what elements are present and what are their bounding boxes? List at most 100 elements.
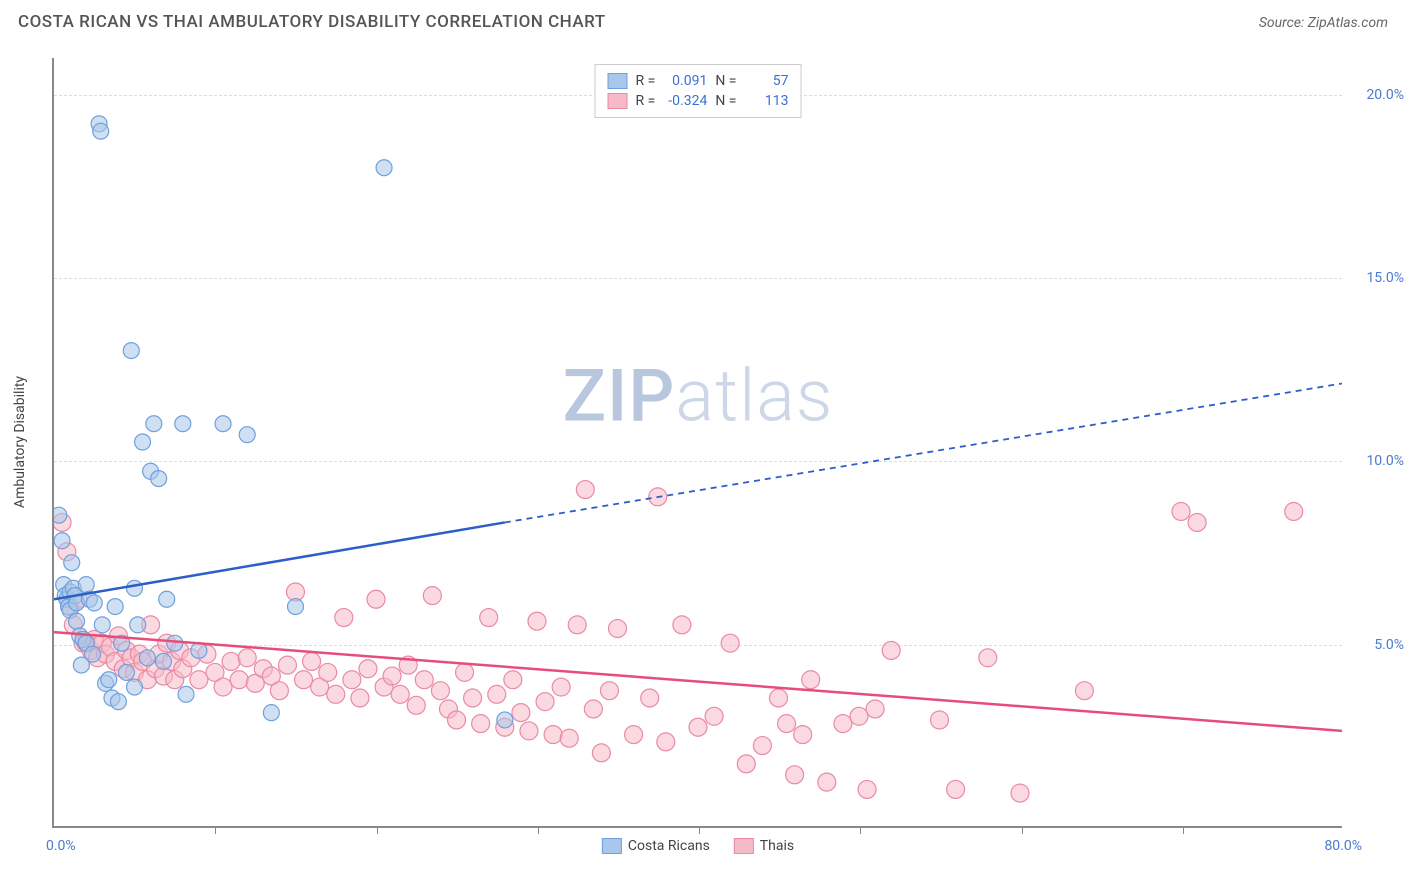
x-tick	[860, 826, 861, 834]
data-point	[359, 660, 377, 678]
r-value: 0.091	[663, 73, 707, 89]
legend-item: Thais	[734, 838, 794, 854]
trend-line-extended	[505, 383, 1342, 522]
n-label: N =	[715, 73, 736, 89]
data-point	[423, 587, 441, 605]
data-point	[1075, 682, 1093, 700]
data-point	[295, 671, 313, 689]
data-point	[721, 634, 739, 652]
data-point	[155, 653, 171, 669]
y-tick-label: 10.0%	[1366, 453, 1404, 469]
r-value: -0.324	[663, 93, 707, 109]
data-point	[127, 679, 143, 695]
series-legend: Costa Ricans Thais	[602, 838, 794, 854]
chart-container: ZIPatlas Ambulatory Disability 5.0%10.0%…	[52, 58, 1342, 828]
x-min-label: 0.0%	[46, 838, 76, 854]
data-point	[802, 671, 820, 689]
legend-swatch	[734, 838, 754, 854]
r-label: R =	[636, 73, 656, 89]
data-point	[123, 343, 139, 359]
legend-row: R = 0.091 N = 57	[608, 71, 789, 91]
data-point	[834, 715, 852, 733]
x-tick	[699, 826, 700, 834]
data-point	[175, 416, 191, 432]
data-point	[54, 533, 70, 549]
data-point	[753, 737, 771, 755]
legend-swatch	[602, 838, 622, 854]
data-point	[544, 726, 562, 744]
chart-title: COSTA RICAN VS THAI AMBULATORY DISABILIT…	[18, 12, 606, 32]
data-point	[94, 617, 110, 633]
x-max-label: 80.0%	[1324, 838, 1362, 854]
data-point	[947, 780, 965, 798]
data-point	[239, 427, 255, 443]
data-point	[303, 652, 321, 670]
data-point	[1172, 503, 1190, 521]
data-point	[146, 416, 162, 432]
data-point	[568, 616, 586, 634]
data-point	[278, 656, 296, 674]
data-point	[93, 123, 109, 139]
data-point	[288, 599, 304, 615]
data-point	[391, 685, 409, 703]
data-point	[448, 711, 466, 729]
data-point	[376, 160, 392, 176]
data-point	[480, 609, 498, 627]
data-point	[504, 671, 522, 689]
data-point	[770, 689, 788, 707]
data-point	[130, 617, 146, 633]
data-point	[584, 700, 602, 718]
data-point	[222, 652, 240, 670]
plot-area: ZIPatlas Ambulatory Disability 5.0%10.0%…	[52, 58, 1342, 828]
data-point	[319, 663, 337, 681]
data-point	[215, 416, 231, 432]
x-tick	[1022, 826, 1023, 834]
data-point	[190, 671, 208, 689]
data-point	[367, 590, 385, 608]
data-point	[127, 580, 143, 596]
y-axis-label: Ambulatory Disability	[12, 376, 28, 508]
data-point	[576, 481, 594, 499]
data-point	[415, 671, 433, 689]
data-point	[866, 700, 884, 718]
data-point	[214, 678, 232, 696]
data-point	[520, 722, 538, 740]
data-point	[54, 507, 67, 523]
data-point	[263, 705, 279, 721]
data-point	[488, 685, 506, 703]
data-point	[110, 694, 126, 710]
data-point	[86, 595, 102, 611]
data-point	[238, 649, 256, 667]
data-point	[737, 755, 755, 773]
data-point	[778, 715, 796, 733]
data-point	[101, 672, 117, 688]
data-point	[431, 682, 449, 700]
legend-swatch	[608, 93, 628, 109]
data-point	[979, 649, 997, 667]
y-tick-label: 15.0%	[1366, 270, 1404, 286]
legend-label: Thais	[760, 838, 794, 854]
data-point	[178, 686, 194, 702]
n-label: N =	[715, 93, 736, 109]
data-point	[560, 729, 578, 747]
legend-item: Costa Ricans	[602, 838, 710, 854]
data-point	[882, 641, 900, 659]
data-point	[609, 620, 627, 638]
x-tick	[377, 826, 378, 834]
y-tick-label: 5.0%	[1374, 637, 1404, 653]
x-tick	[1183, 826, 1184, 834]
data-point	[107, 599, 123, 615]
data-point	[497, 712, 513, 728]
data-point	[472, 715, 490, 733]
data-point	[343, 671, 361, 689]
data-point	[118, 664, 134, 680]
data-point	[135, 434, 151, 450]
data-point	[512, 704, 530, 722]
data-point	[1011, 784, 1029, 802]
y-tick-label: 20.0%	[1366, 87, 1404, 103]
data-point	[931, 711, 949, 729]
data-point	[78, 577, 94, 593]
data-point	[69, 613, 85, 629]
data-point	[689, 718, 707, 736]
data-point	[528, 612, 546, 630]
